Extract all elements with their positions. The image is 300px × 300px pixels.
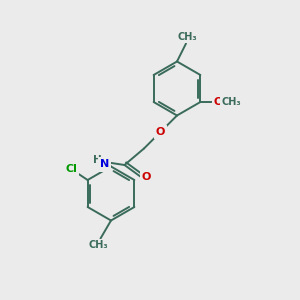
Text: H: H <box>93 154 102 165</box>
Text: O: O <box>156 127 165 137</box>
Text: O: O <box>214 97 223 107</box>
Text: O: O <box>142 172 151 182</box>
Text: CH₃: CH₃ <box>221 97 241 107</box>
Text: Cl: Cl <box>65 164 77 175</box>
Text: CH₃: CH₃ <box>89 240 109 250</box>
Text: CH₃: CH₃ <box>178 32 198 42</box>
Text: N: N <box>100 159 109 170</box>
